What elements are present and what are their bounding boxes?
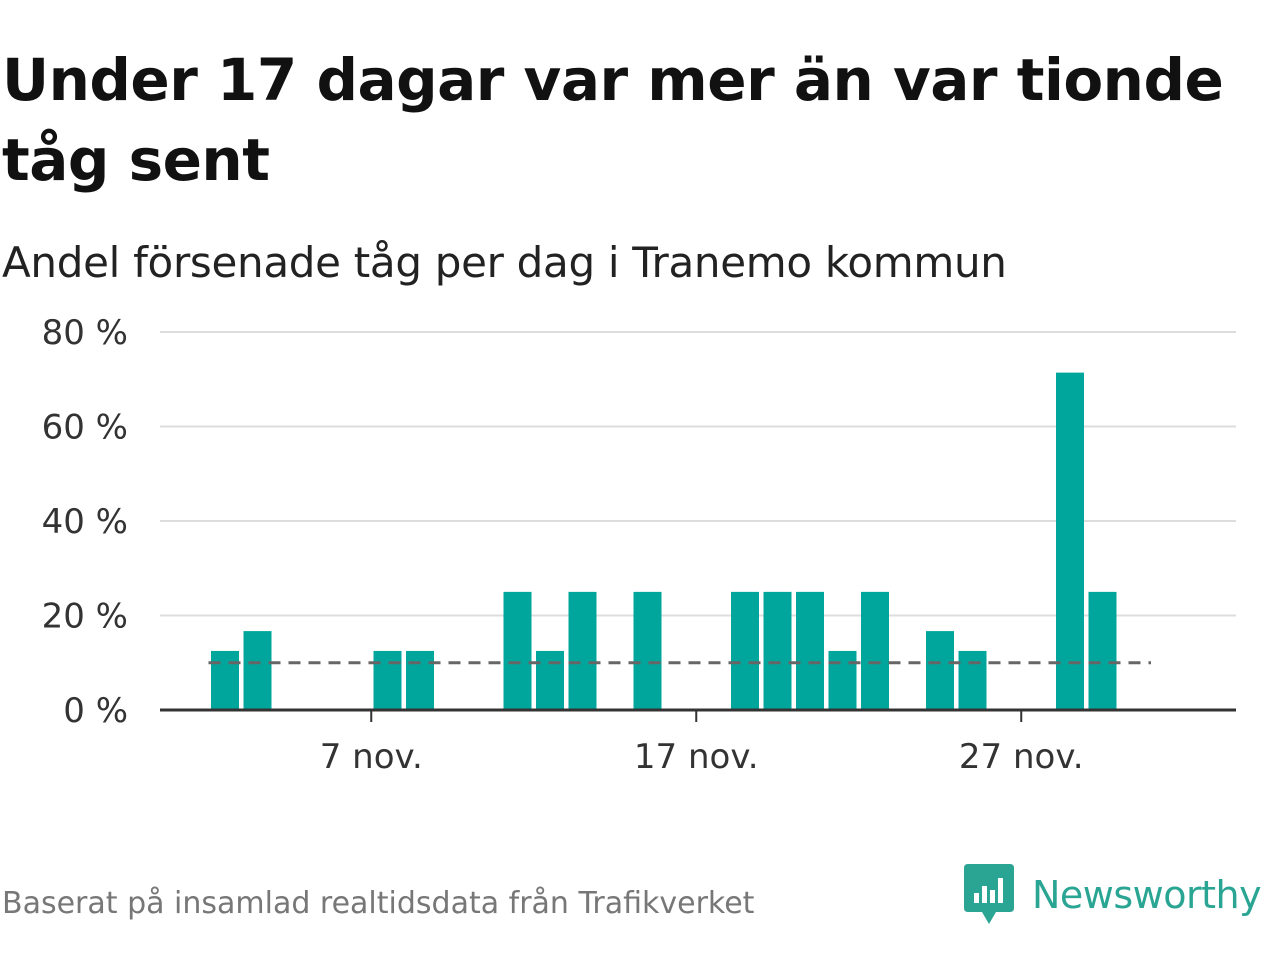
chart-title: Under 17 dagar var mer än var tionde tåg…	[2, 46, 1224, 194]
bar	[926, 631, 954, 710]
y-tick-label: 80 %	[42, 313, 128, 353]
bar	[731, 591, 759, 710]
y-tick-label: 20 %	[42, 597, 128, 637]
x-tick-label: 27 nov.	[959, 737, 1084, 777]
x-axis	[160, 708, 1236, 722]
brand-logo[interactable]: Newsworthy	[964, 862, 1262, 928]
bar	[828, 650, 857, 710]
bar	[958, 650, 987, 710]
bar	[211, 650, 239, 710]
y-tick-label: 40 %	[42, 502, 128, 542]
bar	[406, 650, 434, 710]
x-tick-label: 7 nov.	[320, 737, 423, 777]
chart-subtitle: Andel försenade tåg per dag i Tranemo ko…	[2, 238, 1007, 287]
x-tick-label: 17 nov.	[634, 737, 759, 777]
bars	[211, 372, 1117, 710]
bar	[1088, 591, 1117, 710]
bar	[373, 650, 402, 710]
bar	[568, 591, 597, 710]
y-tick-label: 0 %	[63, 691, 128, 731]
bar	[796, 591, 824, 710]
y-tick-label: 60 %	[42, 408, 128, 448]
bar	[633, 591, 662, 710]
bar	[243, 631, 272, 710]
source-note: Baserat på insamlad realtidsdata från Tr…	[2, 886, 755, 921]
newsworthy-logo-icon	[964, 864, 1014, 924]
bar	[861, 591, 889, 710]
bar	[536, 650, 564, 710]
bar	[1056, 372, 1084, 710]
axis-labels: 0 % 20 % 40 % 60 % 80 % 7 nov. 17 nov. 27 nov.	[42, 313, 1084, 777]
bar	[503, 591, 532, 710]
bar	[763, 591, 792, 710]
brand-name: Newsworthy	[1032, 873, 1262, 917]
